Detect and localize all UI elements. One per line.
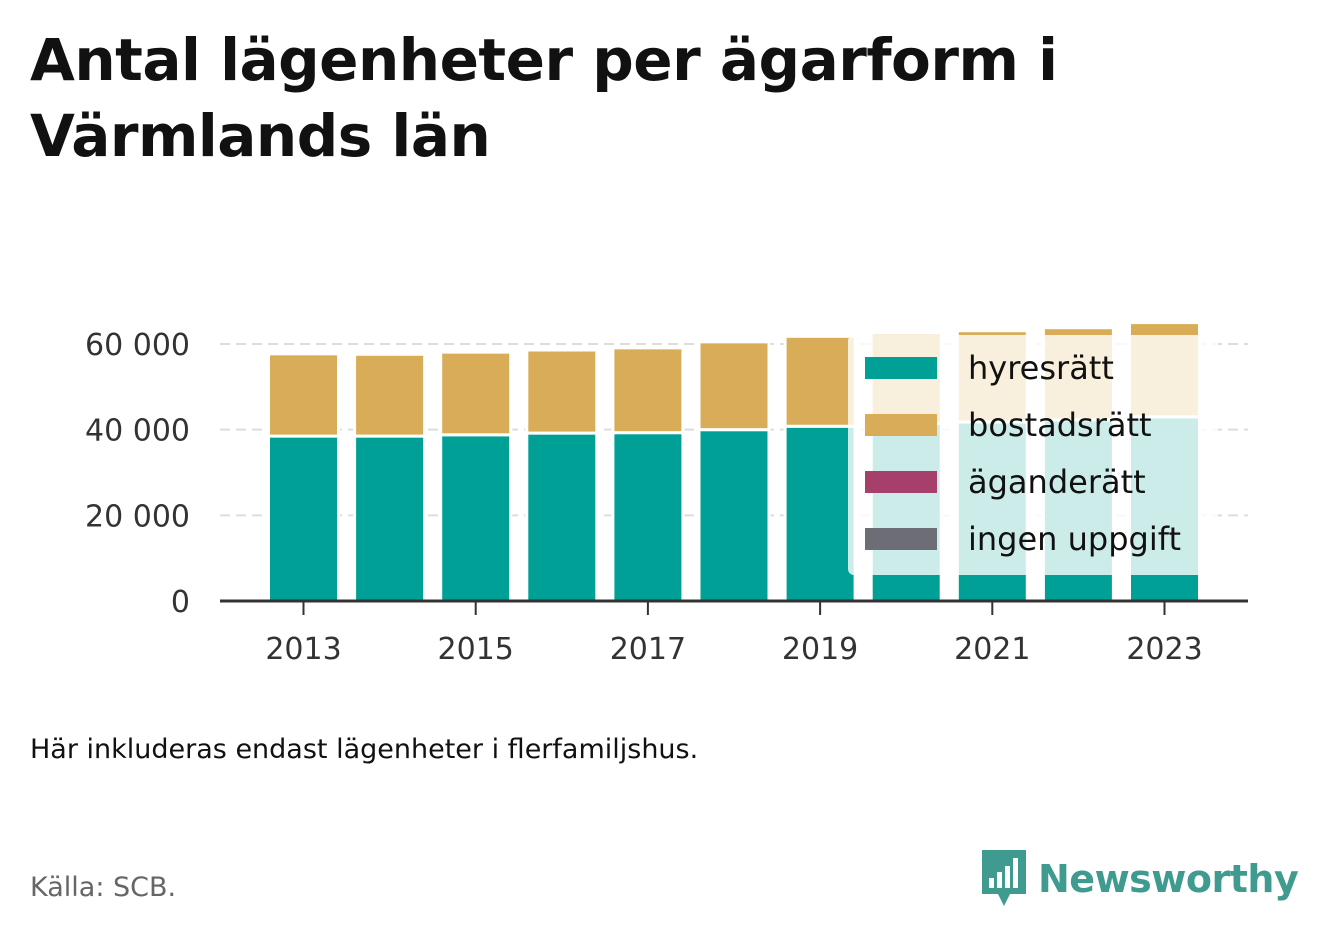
legend-label: ingen uppgift — [968, 520, 1181, 558]
bar-segment — [697, 340, 771, 432]
bar-segment — [697, 428, 771, 603]
y-tick-labels: 0 20 000 40 000 60 000 — [85, 328, 190, 620]
logo-text: Newsworthy — [1038, 857, 1299, 901]
x-tick-label: 2023 — [1126, 632, 1202, 667]
bar-segment — [439, 433, 513, 603]
x-tick-label: 2017 — [610, 632, 686, 667]
x-tick-label: 2019 — [782, 632, 858, 667]
bar-segment — [353, 352, 427, 438]
bar-segment — [267, 352, 340, 438]
chart-title: Antal lägenheter per ägarform i Värmland… — [30, 26, 1058, 170]
x-tick-label: 2013 — [265, 632, 341, 667]
legend-swatch — [865, 414, 937, 436]
bar-segment — [611, 346, 685, 435]
y-tick-label: 0 — [171, 585, 190, 620]
legend: hyresrätt bostadsrätt äganderätt ingen uppg… — [848, 335, 1218, 575]
source-text: Källa: SCB. — [30, 872, 177, 903]
legend-swatch — [865, 471, 937, 493]
y-tick-label: 20 000 — [85, 499, 190, 534]
bar-segment — [783, 424, 857, 603]
bar-segment — [353, 434, 427, 603]
x-tick-label: 2021 — [954, 632, 1030, 667]
bar-segment — [525, 431, 599, 603]
legend-label: hyresrätt — [968, 349, 1114, 387]
x-axis: 2013 2015 2017 2019 2021 2023 — [220, 599, 1248, 667]
y-tick-label: 60 000 — [85, 328, 190, 363]
bar-segment — [783, 334, 857, 428]
bar-segment — [439, 350, 513, 437]
bar-segment — [267, 434, 340, 603]
y-tick-label: 40 000 — [85, 414, 190, 449]
chart-note: Här inkluderas endast lägenheter i flerf… — [30, 734, 699, 765]
legend-label: äganderätt — [968, 463, 1146, 501]
legend-box — [848, 335, 1218, 575]
newsworthy-chart-bubble-icon — [982, 850, 1026, 906]
legend-label: bostadsrätt — [968, 406, 1152, 444]
newsworthy-logo: Newsworthy — [980, 848, 1299, 910]
legend-swatch — [865, 357, 937, 379]
bar-segment — [525, 348, 599, 435]
x-tick-label: 2015 — [438, 632, 514, 667]
bar-segment — [611, 431, 685, 603]
legend-swatch — [865, 528, 937, 550]
